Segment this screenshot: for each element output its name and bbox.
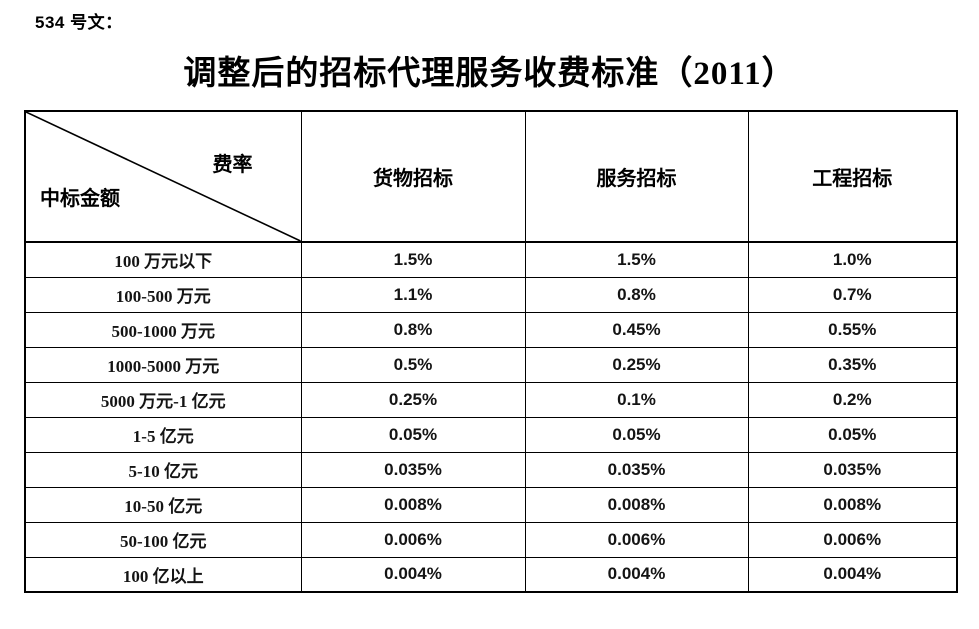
service-rate-cell: 0.8% [524,276,749,313]
page-title: 调整后的招标代理服务收费标准（2011） [183,56,796,92]
engineering-rate-cell: 0.05% [747,416,958,453]
amount-cell: 50-100 亿元 [24,521,302,558]
service-rate-cell: 0.008% [524,486,749,523]
goods-rate-cell: 0.006% [300,521,526,558]
amount-cell: 100 亿以上 [24,556,302,593]
engineering-rate-cell: 0.35% [747,346,958,383]
service-rate-cell: 0.035% [524,451,749,488]
service-rate-cell: 0.25% [524,346,749,383]
goods-rate-cell: 0.004% [300,556,526,593]
amount-cell: 1000-5000 万元 [24,346,302,383]
amount-cell: 500-1000 万元 [24,311,302,348]
corner-label-rate: 费率 [212,154,253,176]
service-rate-cell: 1.5% [524,241,749,278]
engineering-rate-cell: 0.004% [747,556,958,593]
service-rate-cell: 0.05% [524,416,749,453]
service-rate-cell: 0.1% [524,381,749,418]
table-row: 500-1000 万元 0.8% 0.45% 0.55% [24,311,958,348]
amount-cell: 100-500 万元 [24,276,302,313]
table-row: 100-500 万元 1.1% 0.8% 0.7% [24,276,958,313]
table-row: 100 亿以上 0.004% 0.004% 0.004% [24,556,958,593]
engineering-rate-cell: 0.2% [747,381,958,418]
table-header-row: 费率 中标金额 货物招标 服务招标 工程招标 [24,110,958,243]
fee-standard-table: 费率 中标金额 货物招标 服务招标 工程招标 100 万元以下 1.5% 1.5… [24,110,958,593]
service-rate-cell: 0.004% [524,556,749,593]
engineering-rate-cell: 0.7% [747,276,958,313]
goods-rate-cell: 0.05% [300,416,526,453]
diagonal-divider-line [26,112,301,241]
table-row: 1000-5000 万元 0.5% 0.25% 0.35% [24,346,958,383]
amount-cell: 10-50 亿元 [24,486,302,523]
goods-rate-cell: 1.1% [300,276,526,313]
amount-cell: 1-5 亿元 [24,416,302,453]
engineering-rate-cell: 0.55% [747,311,958,348]
service-rate-cell: 0.006% [524,521,749,558]
table-row: 10-50 亿元 0.008% 0.008% 0.008% [24,486,958,523]
column-header-engineering: 工程招标 [747,110,958,243]
goods-rate-cell: 0.25% [300,381,526,418]
column-header-service: 服务招标 [524,110,749,243]
table-row: 100 万元以下 1.5% 1.5% 1.0% [24,241,958,278]
engineering-rate-cell: 0.035% [747,451,958,488]
amount-cell: 100 万元以下 [24,241,302,278]
goods-rate-cell: 1.5% [300,241,526,278]
goods-rate-cell: 0.008% [300,486,526,523]
table-row: 5000 万元-1 亿元 0.25% 0.1% 0.2% [24,381,958,418]
amount-cell: 5-10 亿元 [24,451,302,488]
table-row: 50-100 亿元 0.006% 0.006% 0.006% [24,521,958,558]
doc-number-label: 534 号文： [35,13,123,32]
corner-header-cell: 费率 中标金额 [24,110,302,243]
service-rate-cell: 0.45% [524,311,749,348]
goods-rate-cell: 0.5% [300,346,526,383]
goods-rate-cell: 0.8% [300,311,526,348]
table-row: 1-5 亿元 0.05% 0.05% 0.05% [24,416,958,453]
amount-cell: 5000 万元-1 亿元 [24,381,302,418]
engineering-rate-cell: 1.0% [747,241,958,278]
engineering-rate-cell: 0.006% [747,521,958,558]
corner-label-amount: 中标金额 [40,188,120,210]
goods-rate-cell: 0.035% [300,451,526,488]
table-row: 5-10 亿元 0.035% 0.035% 0.035% [24,451,958,488]
column-header-goods: 货物招标 [300,110,526,243]
engineering-rate-cell: 0.008% [747,486,958,523]
